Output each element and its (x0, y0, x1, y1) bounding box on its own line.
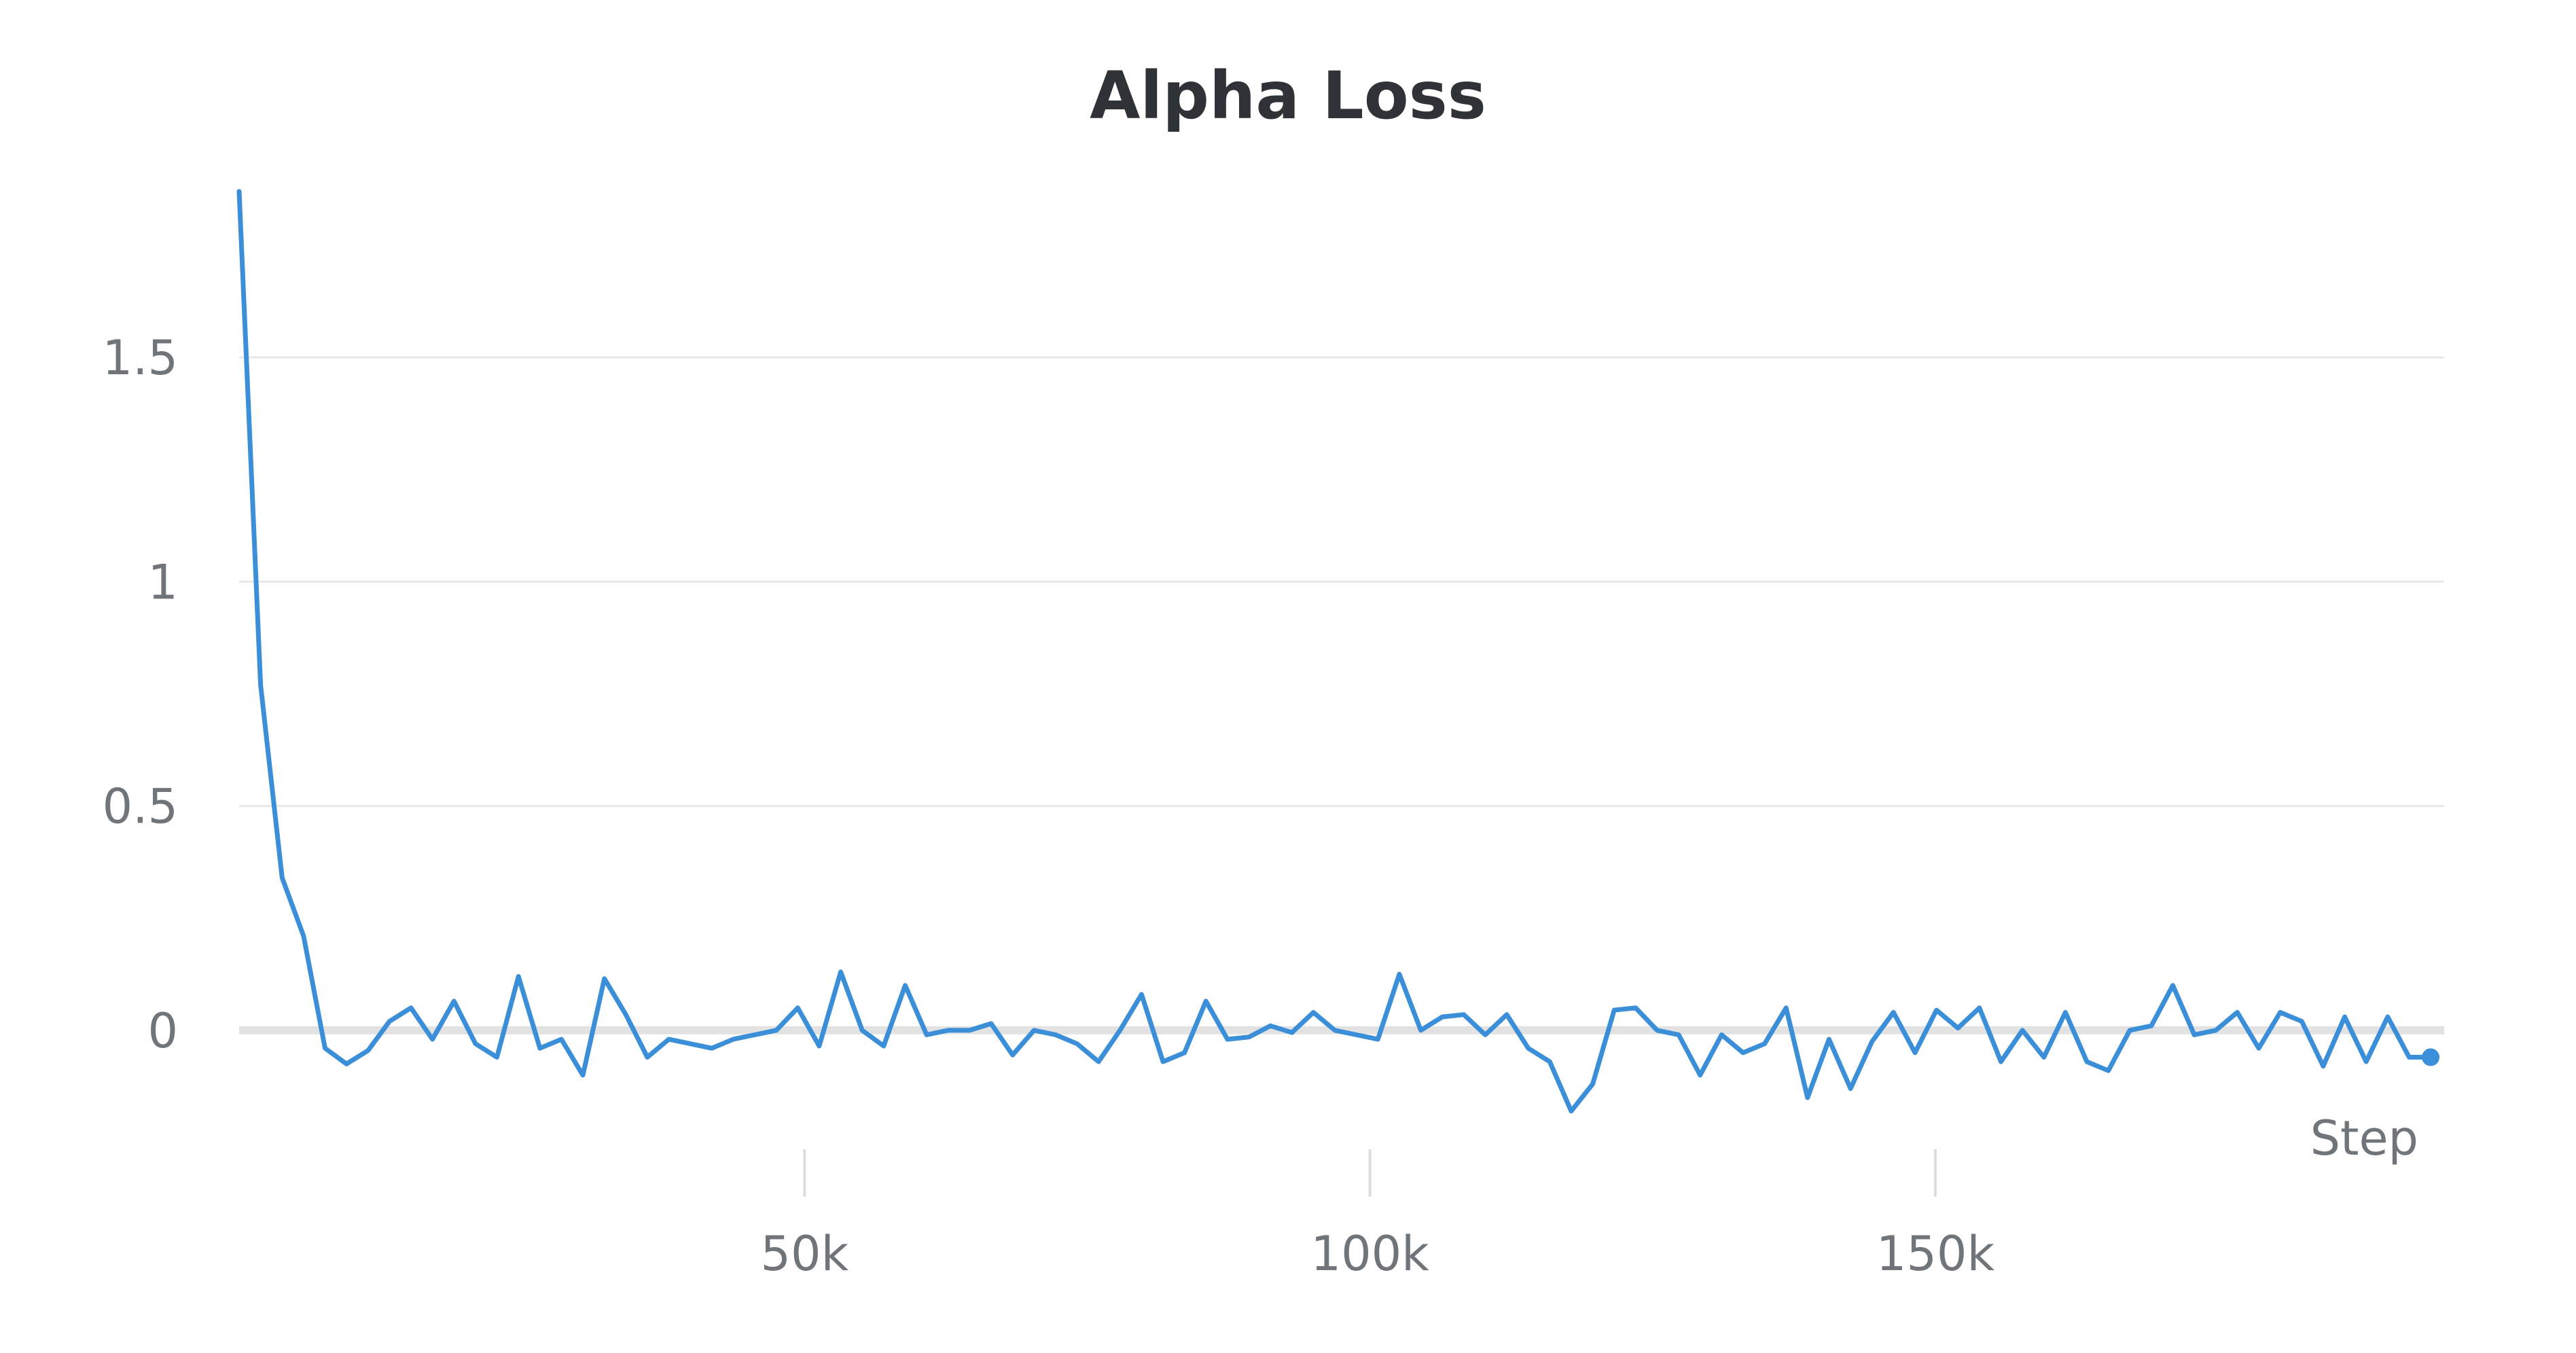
y-tick-label: 1.5 (103, 330, 178, 386)
last-point-marker (2422, 1048, 2440, 1066)
y-tick-label: 0 (147, 1003, 178, 1059)
y-axis: 0 0.5 1 1.5 (103, 330, 178, 1059)
chart-title: Alpha Loss (1090, 58, 1486, 134)
series-line (236, 189, 2433, 1114)
series-layer (236, 189, 2440, 1114)
y-tick-label: 0.5 (103, 779, 178, 835)
x-axis: 50k 100k 150k (761, 1149, 1995, 1282)
grid-lines (239, 356, 2444, 808)
x-tick-label: 150k (1876, 1226, 1995, 1282)
x-tick-label: 50k (761, 1226, 849, 1282)
x-tick-label: 100k (1311, 1226, 1430, 1282)
x-axis-label: Step (2310, 1111, 2418, 1166)
y-tick-label: 1 (147, 554, 178, 610)
